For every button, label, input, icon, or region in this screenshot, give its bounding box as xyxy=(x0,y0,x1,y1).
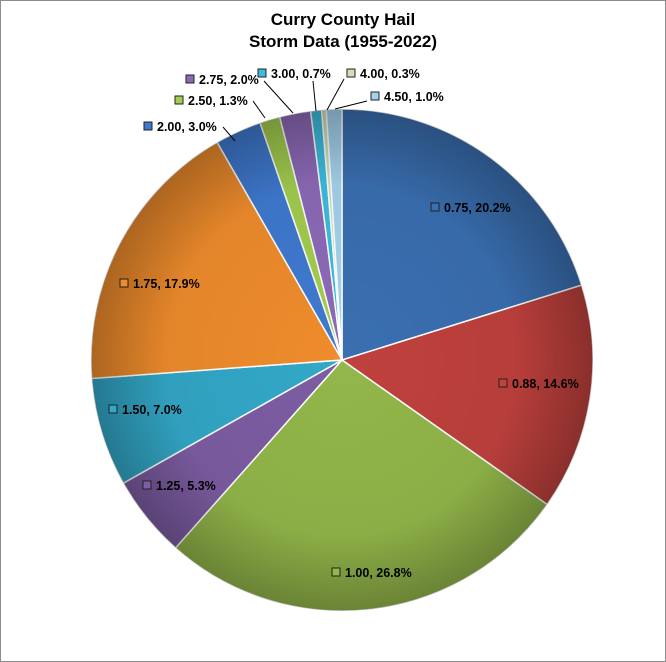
data-label-4-00: 4.00, 0.3% xyxy=(346,67,420,81)
data-label-0-88: 0.88, 14.6% xyxy=(498,377,579,391)
legend-key-1-75 xyxy=(119,278,129,288)
data-label-1-25: 1.25, 5.3% xyxy=(142,479,216,493)
legend-key-2-50 xyxy=(174,95,184,105)
legend-key-4-50 xyxy=(370,91,380,101)
legend-key-1-25 xyxy=(142,480,152,490)
data-label-text-2-50: 2.50, 1.3% xyxy=(188,94,248,108)
data-label-text-3-00: 3.00, 0.7% xyxy=(271,67,331,81)
data-label-text-2-00: 2.00, 3.0% xyxy=(157,120,217,134)
chart-title-line-2: Storm Data (1955-2022) xyxy=(248,32,438,51)
chart-title: Curry County Hail Storm Data (1955-2022) xyxy=(1,9,666,53)
data-label-text-1-50: 1.50, 7.0% xyxy=(122,403,182,417)
data-label-3-00: 3.00, 0.7% xyxy=(257,67,331,81)
data-label-1-75: 1.75, 17.9% xyxy=(119,277,200,291)
data-label-2-00: 2.00, 3.0% xyxy=(143,120,217,134)
leader-line-2-50 xyxy=(252,100,266,119)
data-label-2-75: 2.75, 2.0% xyxy=(185,73,259,87)
legend-key-1-50 xyxy=(108,404,118,414)
data-label-text-0-75: 0.75, 20.2% xyxy=(444,201,511,215)
data-label-1-50: 1.50, 7.0% xyxy=(108,403,182,417)
data-label-4-50: 4.50, 1.0% xyxy=(370,90,444,104)
legend-key-1-00 xyxy=(331,567,341,577)
leader-line-4-00 xyxy=(326,78,345,111)
data-label-text-4-00: 4.00, 0.3% xyxy=(360,67,420,81)
legend-key-2-00 xyxy=(143,121,153,131)
data-label-text-1-75: 1.75, 17.9% xyxy=(133,277,200,291)
legend-key-0-75 xyxy=(430,202,440,212)
leader-line-2-75 xyxy=(263,80,294,114)
legend-key-0-88 xyxy=(498,378,508,388)
data-label-1-00: 1.00, 26.8% xyxy=(331,566,412,580)
data-label-text-0-88: 0.88, 14.6% xyxy=(512,377,579,391)
data-label-text-1-25: 1.25, 5.3% xyxy=(156,479,216,493)
legend-key-4-00 xyxy=(346,68,356,78)
data-label-text-4-50: 4.50, 1.0% xyxy=(384,90,444,104)
leader-line-2-00 xyxy=(222,126,236,142)
data-label-0-75: 0.75, 20.2% xyxy=(430,201,511,215)
data-label-text-2-75: 2.75, 2.0% xyxy=(199,73,259,87)
data-label-text-1-00: 1.00, 26.8% xyxy=(345,566,412,580)
legend-key-3-00 xyxy=(257,68,267,78)
leader-line-3-00 xyxy=(312,80,317,112)
chart-title-line-1: Curry County Hail xyxy=(270,10,416,29)
data-label-2-50: 2.50, 1.3% xyxy=(174,94,248,108)
leader-line-4-50 xyxy=(334,100,368,110)
legend-key-2-75 xyxy=(185,74,195,84)
